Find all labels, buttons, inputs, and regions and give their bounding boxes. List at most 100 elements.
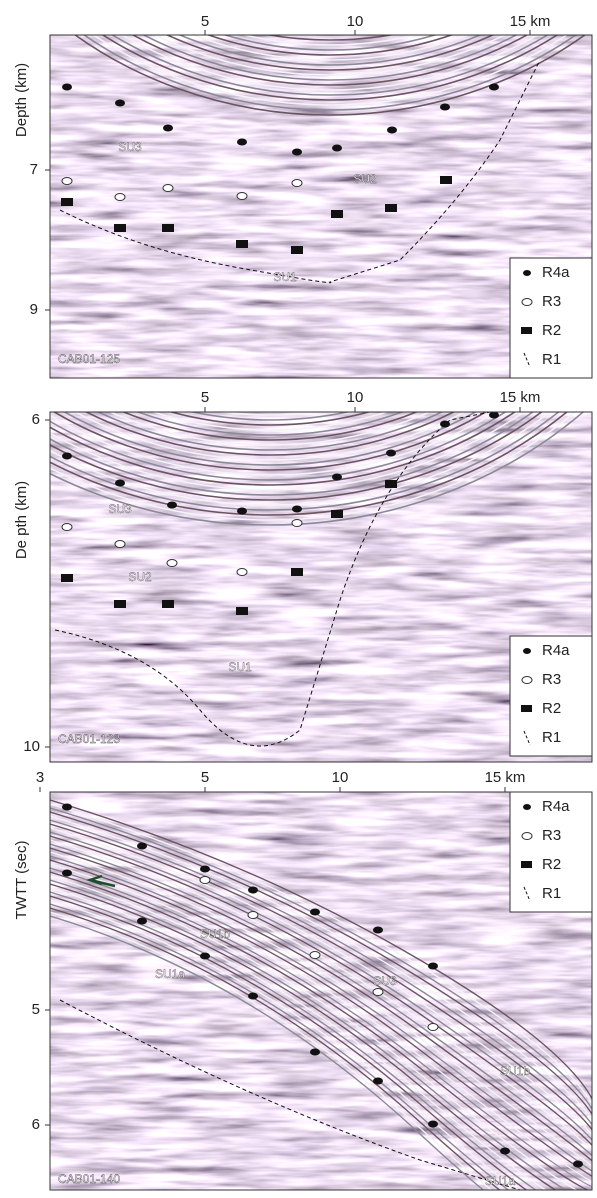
x-tick-label: 10: [347, 389, 364, 406]
unit-label: SU1a: [485, 1174, 515, 1188]
r4a-marker: [428, 963, 438, 970]
legend-label: R3: [542, 671, 561, 688]
legend-label: R1: [542, 351, 561, 368]
unit-label: SU2: [353, 172, 377, 186]
r3-marker: [115, 194, 125, 201]
unit-label: SU1: [228, 660, 252, 674]
y-axis-label: TWTT (sec): [13, 841, 30, 920]
r3-marker: [200, 877, 210, 884]
r4a-marker: [440, 104, 450, 111]
seismic-section: [0, 0, 597, 378]
legend-label: R3: [542, 827, 561, 844]
r3-marker: [62, 178, 72, 185]
r4a-marker: [62, 453, 72, 460]
profile-name: CAB01-123: [58, 732, 120, 746]
r4a-marker: [386, 450, 396, 457]
r2-marker: [291, 246, 303, 254]
r4a-marker: [373, 927, 383, 934]
r4a-marker: [200, 953, 210, 960]
r4a-marker: [248, 993, 258, 1000]
r2-marker: [236, 607, 248, 615]
r3-marker: [292, 180, 302, 187]
reflector: [0, 0, 597, 40]
x-tick-label: 10: [332, 769, 349, 786]
r4a-marker: [387, 127, 397, 134]
y-axis-label: De pth (km): [13, 481, 30, 559]
x-tick-label: 5: [201, 389, 209, 406]
r2-marker: [385, 480, 397, 488]
reflector: [6, 0, 597, 35]
unit-label: SU3: [373, 974, 397, 988]
r2-marker: [114, 600, 126, 608]
legend-label: R2: [542, 700, 561, 717]
legend-label: R3: [542, 293, 561, 310]
r4a-marker: [115, 480, 125, 487]
x-tick-label: 15 km: [510, 13, 551, 30]
legend-label: R1: [542, 729, 561, 746]
profile-name: CAB01-140: [58, 1172, 120, 1186]
r3-marker: [163, 185, 173, 192]
y-tick-label: 7: [30, 161, 38, 178]
r4a-marker: [248, 887, 258, 894]
r3-marker: [62, 524, 72, 531]
r4a-marker: [137, 918, 147, 925]
r2-marker: [61, 574, 73, 582]
x-tick-label: 10: [347, 13, 364, 30]
r3-marker: [167, 560, 177, 567]
legend-r2: [521, 705, 532, 712]
legend-label: R4a: [542, 798, 570, 815]
r4a-marker: [137, 843, 147, 850]
r2-marker: [440, 176, 452, 184]
x-tick-label: 5: [201, 769, 209, 786]
r4a-marker: [200, 866, 210, 873]
r2-marker: [236, 240, 248, 248]
r4a-marker: [310, 1049, 320, 1056]
legend-r3: [522, 833, 532, 840]
r3-marker: [237, 569, 247, 576]
r4a-marker: [373, 1078, 383, 1085]
r4a-marker: [332, 474, 342, 481]
r3-marker: [237, 193, 247, 200]
r2-marker: [162, 224, 174, 232]
r3-marker: [115, 541, 125, 548]
x-tick-label: 15 km: [485, 769, 526, 786]
unit-label: SU1: [273, 270, 297, 284]
r4a-marker: [292, 506, 302, 513]
legend-r2: [521, 327, 532, 334]
reflector: [33, 0, 597, 10]
legend-label: R1: [542, 885, 561, 902]
r4a-marker: [62, 804, 72, 811]
legend-label: R4a: [542, 264, 570, 281]
r4a-marker: [115, 100, 125, 107]
r2-marker: [61, 198, 73, 206]
legend-label: R4a: [542, 642, 570, 659]
r3-marker: [292, 520, 302, 527]
r3-marker: [428, 1024, 438, 1031]
legend-r2: [521, 861, 532, 868]
legend-r3: [522, 677, 532, 684]
legend-r4a: [523, 648, 531, 654]
r2-marker: [385, 204, 397, 212]
y-tick-label: 6: [32, 1116, 40, 1133]
y-tick-label: 9: [30, 301, 38, 318]
legend-r3: [522, 299, 532, 306]
r3-marker: [310, 952, 320, 959]
profile-name: CAB01-125: [58, 352, 120, 366]
r3-marker: [373, 989, 383, 996]
unit-label: SU1b: [500, 1064, 530, 1078]
x-tick-label: 5: [201, 13, 209, 30]
r2-marker: [331, 510, 343, 518]
r4a-marker: [237, 139, 247, 146]
unit-label: SU1b: [200, 927, 230, 941]
x-tick-label: 15 km: [500, 389, 541, 406]
y-tick-label: 5: [32, 1001, 40, 1018]
legend-r4a: [523, 270, 531, 276]
r2-marker: [331, 210, 343, 218]
r4a-marker: [332, 145, 342, 152]
r4a-marker: [573, 1161, 583, 1168]
legend-label: R2: [542, 856, 561, 873]
r4a-marker: [167, 502, 177, 509]
r4a-marker: [237, 508, 247, 515]
r4a-marker: [62, 870, 72, 877]
